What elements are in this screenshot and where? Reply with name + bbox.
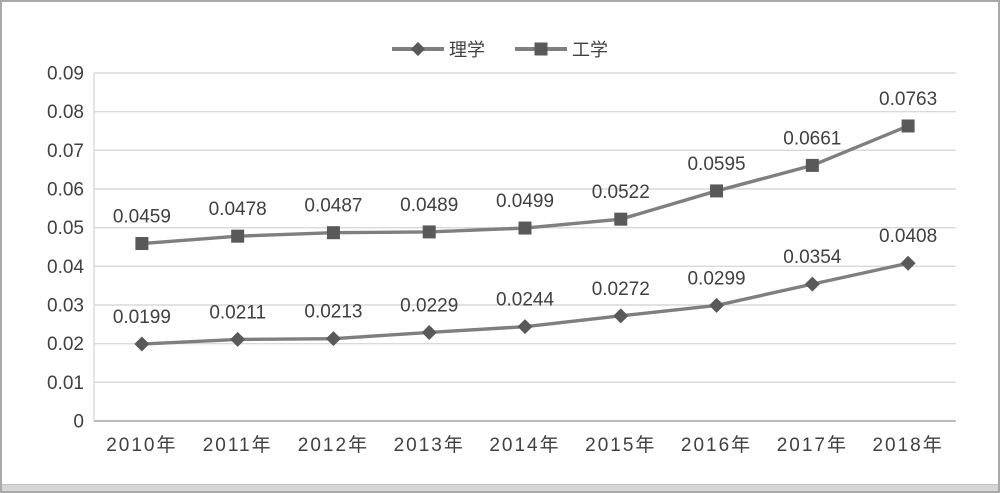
diamond-marker-icon [421,324,437,340]
y-axis-tick-label: 0.02 [47,334,84,355]
y-axis-tick-label: 0.06 [47,180,84,201]
data-label: 0.0763 [879,89,937,110]
data-label: 0.0499 [496,191,554,212]
data-label: 0.0595 [687,154,745,175]
x-axis-tick-label: 2014年 [489,434,560,456]
y-axis-tick-label: 0.01 [47,373,84,394]
y-axis-tick-label: 0.03 [47,296,84,317]
data-label: 0.0272 [592,279,650,300]
x-axis-tick-label: 2012年 [298,434,369,456]
y-axis-tick-label: 0.05 [47,218,84,239]
x-axis-tick-label: 2013年 [394,434,465,456]
x-axis-tick-label: 2016年 [681,434,752,456]
data-label: 0.0211 [209,302,266,323]
y-axis-tick-label: 0.09 [47,64,84,85]
y-axis-tick-label: 0.07 [47,141,84,162]
square-marker-icon [805,158,819,172]
data-label: 0.0489 [400,195,458,216]
diamond-marker-icon [613,308,629,324]
square-marker-icon [518,221,532,235]
diamond-marker-icon [134,336,150,352]
square-marker-icon [135,237,149,251]
y-axis-tick-label: 0 [73,412,84,433]
square-marker-icon [901,119,915,133]
data-label: 0.0522 [592,182,650,203]
diamond-marker-icon [804,276,820,292]
square-marker-icon [326,226,340,240]
square-marker-icon [614,212,628,226]
data-label: 0.0354 [783,247,842,268]
square-marker-icon [422,225,436,239]
x-axis-tick-label: 2015年 [585,434,656,456]
x-axis-tick-label: 2017年 [777,434,848,456]
diamond-marker-icon [325,331,341,347]
diamond-marker-icon [517,319,533,335]
data-label: 0.0244 [496,290,555,311]
x-axis-tick-label: 2010年 [106,434,177,456]
data-label: 0.0213 [304,302,362,323]
data-label: 0.0459 [113,207,171,228]
line-chart-plot: 0 0.01 0.02 0.03 0.04 0.05 0.06 0.07 0.08 0.09 201… [47,64,956,456]
y-axis-tick-label: 0.04 [47,257,84,278]
data-label: 0.0478 [209,199,267,220]
square-marker-icon [231,229,245,243]
data-label: 0.0299 [687,268,745,289]
data-label: 0.0661 [783,128,841,149]
x-axis-tick-label: 2018年 [872,434,943,456]
data-label: 0.0408 [879,226,937,247]
diamond-marker-icon [900,255,916,271]
diamond-marker-icon [709,297,725,313]
y-axis-tick-label: 0.08 [47,102,84,123]
data-label: 0.0487 [304,196,362,217]
x-axis-tick-label: 2011年 [203,434,273,456]
data-label: 0.0199 [113,307,171,328]
bottom-edge-strip [2,484,998,491]
diamond-marker-icon [230,331,246,347]
data-label: 0.0229 [400,295,458,316]
square-marker-icon [710,184,724,198]
